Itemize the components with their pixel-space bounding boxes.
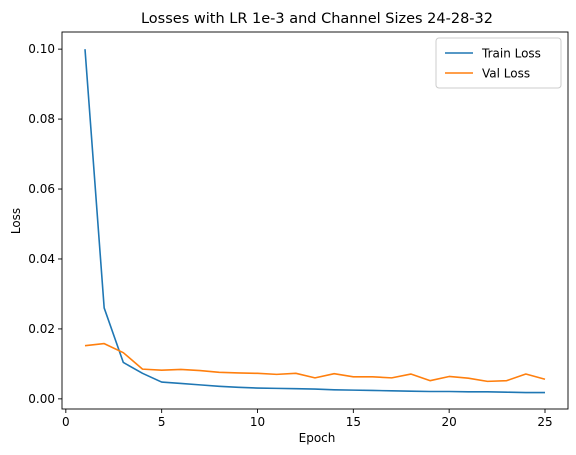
x-tick-label: 0 (62, 415, 70, 429)
chart-title: Losses with LR 1e-3 and Channel Sizes 24… (141, 11, 493, 27)
axes-frame (61, 31, 569, 410)
x-axis-label: Epoch (299, 431, 336, 445)
y-tick-label: 0.10 (28, 42, 55, 56)
series-line-1 (84, 49, 545, 394)
y-tick-label: 0.00 (28, 392, 55, 406)
legend-label-1: Train Loss (481, 47, 541, 61)
x-tick-label: 20 (442, 415, 457, 429)
x-tick-label: 10 (250, 415, 265, 429)
legend-box (435, 37, 562, 89)
x-tick-label: 15 (346, 415, 361, 429)
y-tick-label: 0.06 (28, 182, 55, 196)
y-axis-label: Loss (9, 208, 23, 234)
series-line-2 (84, 342, 546, 383)
x-tick-label: 5 (158, 415, 166, 429)
plot-area: 0 5 10 15 20 25 0.00 0.02 0.04 0.06 0.08 0.10 (28, 31, 569, 429)
legend: Train Loss Val Loss (435, 37, 562, 89)
y-tick-label: 0.02 (28, 322, 55, 336)
y-tick-label: 0.04 (28, 252, 55, 266)
y-tick-label: 0.08 (28, 112, 55, 126)
legend-label-2: Val Loss (482, 67, 530, 81)
x-tick-label: 25 (537, 415, 552, 429)
